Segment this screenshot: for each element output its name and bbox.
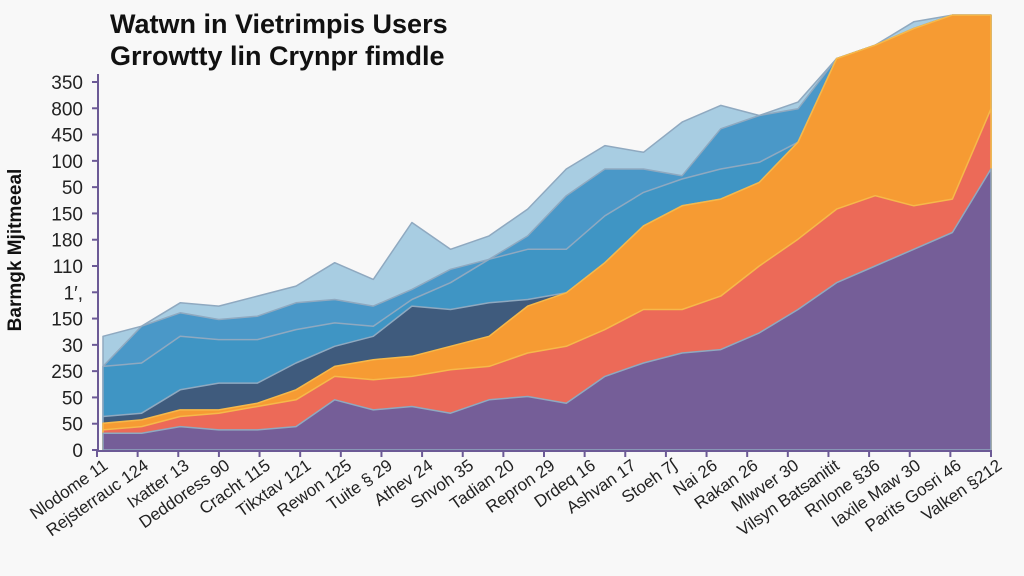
- area-layers: [102, 14, 992, 451]
- y-tick-label: 250: [51, 362, 83, 383]
- y-tick-label: 180: [51, 231, 83, 252]
- y-tick-label: 800: [51, 99, 83, 120]
- y-tick-label: 100: [51, 152, 83, 173]
- chart-title-line-2: Grrowtty lin Crynpr fimdle: [110, 41, 445, 71]
- y-tick-label: 50: [62, 415, 83, 436]
- y-tick-label: 0: [72, 441, 83, 462]
- y-tick-label: 50: [62, 178, 83, 199]
- y-tick-label: 30: [62, 336, 83, 357]
- y-tick-label: 350: [51, 73, 83, 94]
- y-tick-label: 150: [51, 204, 83, 225]
- y-tick-label: 150: [51, 310, 83, 331]
- chart-title: Watwn in Vietrimpis Users Grrowtty lin C…: [110, 8, 448, 72]
- y-tick-label: 110: [53, 257, 83, 278]
- y-tick-label: 450: [51, 126, 83, 147]
- chart-title-line-1: Watwn in Vietrimpis Users: [110, 9, 448, 39]
- area-series-purple: [102, 168, 992, 451]
- y-tick-label: 50: [62, 388, 83, 409]
- y-tick-label: 1′,: [64, 283, 83, 304]
